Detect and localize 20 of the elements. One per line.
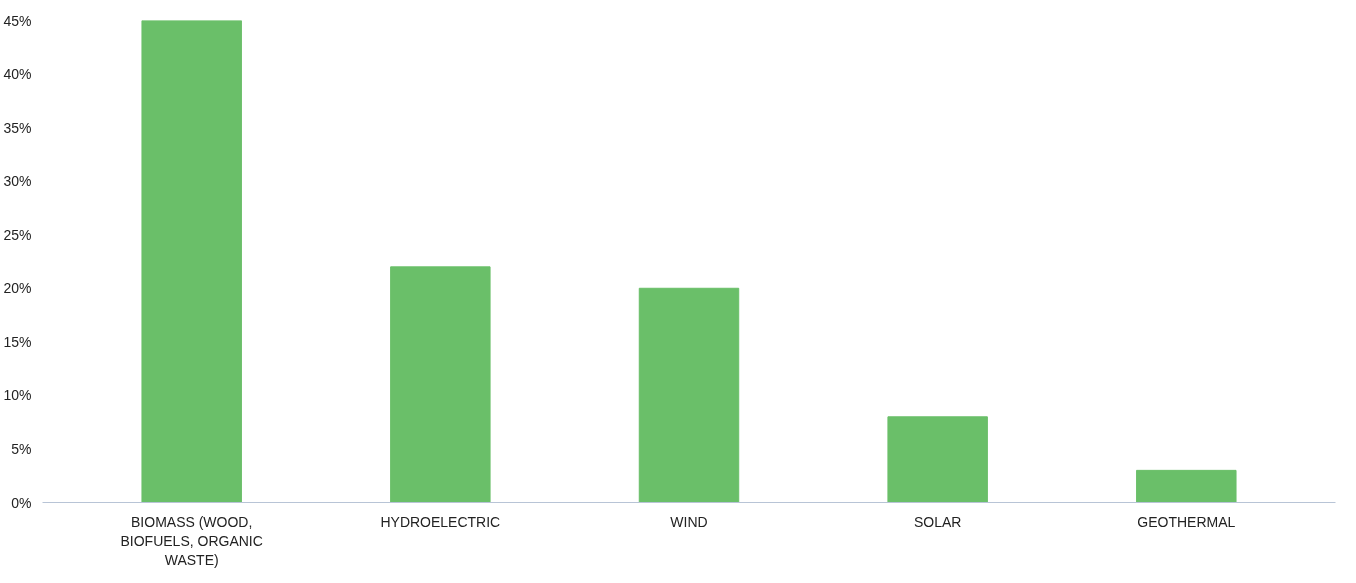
y-tick-label: 10% — [3, 387, 32, 404]
y-tick-label: 45% — [3, 12, 32, 29]
y-tick-label: 25% — [3, 226, 32, 243]
x-tick-label: WIND — [670, 513, 708, 530]
x-tick-label: BIOMASS (WOOD, BIOFUELS, ORGANIC WASTE) — [120, 513, 263, 568]
bar — [638, 287, 740, 503]
x-tick-label: GEOTHERMAL — [1137, 513, 1236, 530]
y-tick-label: 20% — [3, 280, 32, 297]
y-tick-label: 40% — [3, 66, 32, 83]
y-tick-label: 15% — [3, 333, 32, 350]
bar — [390, 266, 491, 503]
bar — [887, 416, 988, 503]
y-tick-label: 5% — [11, 440, 32, 457]
y-tick-label: 35% — [3, 119, 32, 136]
bar — [1136, 469, 1237, 503]
y-tick-label: 0% — [11, 494, 32, 511]
y-tick-label: 30% — [3, 173, 32, 190]
bar — [141, 20, 242, 503]
x-tick-label: SOLAR — [913, 513, 962, 530]
x-tick-label: HYDROELECTRIC — [380, 513, 501, 530]
